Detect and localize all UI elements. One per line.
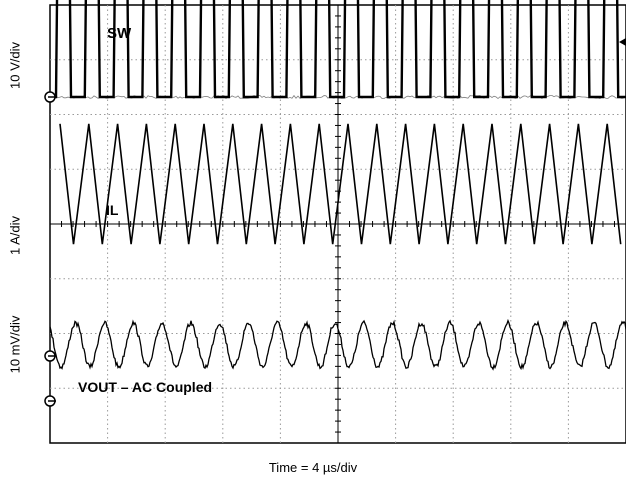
il-trace-label: IL (106, 202, 119, 218)
il-trace (59, 123, 622, 245)
ylabel-vout: 10 mV/div (7, 315, 23, 374)
channel-markers (44, 38, 626, 407)
trigger-level-marker (619, 38, 626, 46)
sw-trace-label: SW (107, 25, 132, 42)
vout-trace (49, 318, 626, 371)
xlabel: Time = 4 µs/div (268, 460, 358, 475)
traces (49, 0, 626, 371)
sw-trace-noise (49, 94, 625, 100)
trace-labels: SW IL VOUT – AC Coupled (78, 25, 212, 395)
ylabel-sw: 10 V/div (7, 42, 23, 89)
grid (49, 4, 626, 444)
ylabel-il: 1 A/div (7, 215, 23, 256)
vout-trace-label: VOUT – AC Coupled (78, 379, 212, 395)
